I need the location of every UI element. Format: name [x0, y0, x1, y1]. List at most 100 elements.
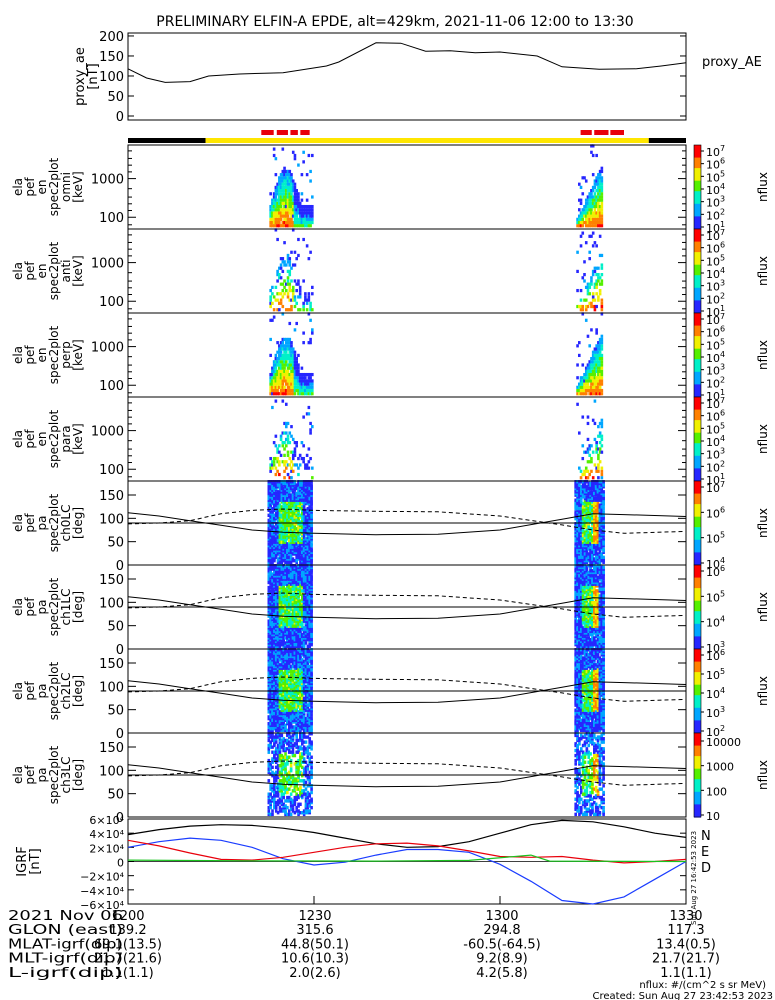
y-axis-label-line: ela: [11, 514, 25, 532]
spectrogram-cell: [595, 392, 598, 396]
spectrogram-cell: [293, 564, 297, 568]
spectrogram-cell: [297, 575, 300, 580]
colorbar-swatch: [694, 447, 701, 451]
y-axis-label-line: ela: [11, 178, 25, 196]
spectrogram-cell: [284, 224, 288, 228]
spectrogram-cell: [600, 189, 604, 193]
spectrogram-cell: [283, 441, 286, 445]
spectrogram-cell: [576, 344, 579, 348]
colorbar-swatch: [694, 373, 701, 377]
spectrogram-cell: [581, 382, 585, 386]
spectrogram-cell: [304, 590, 308, 595]
spectrogram-cell: [586, 379, 590, 383]
spectrogram-cell: [278, 369, 281, 373]
colorbar-swatch: [694, 334, 701, 337]
spectrogram-cell: [291, 564, 295, 568]
spectrogram-cell: [598, 369, 602, 373]
colorbar-swatch: [694, 380, 701, 383]
spectrogram-cell: [269, 318, 272, 322]
spectrogram-cell: [306, 636, 310, 640]
spectrogram-cell: [298, 376, 302, 380]
spectrogram-cell: [286, 185, 290, 190]
spectrogram-cell: [295, 288, 298, 293]
spectrogram-cell: [310, 582, 313, 586]
spectrogram-cell: [593, 298, 597, 302]
spectrogram-cell: [293, 480, 297, 484]
spectrogram-cell: [286, 169, 290, 174]
spectrogram-cell: [269, 372, 272, 377]
spectrogram-cell: [267, 480, 271, 484]
spectrogram-cell: [593, 269, 597, 274]
spectrogram-cell: [288, 379, 292, 383]
spectrogram-cell: [284, 357, 288, 361]
spectrogram-cell: [293, 450, 297, 454]
colorbar-swatch: [694, 548, 701, 551]
spectrogram-cells: [269, 228, 604, 312]
spectrogram-cell: [585, 604, 589, 608]
spectrogram-cell: [597, 463, 600, 467]
spectrogram-cell: [299, 491, 302, 496]
y-tick-label: 200: [99, 30, 124, 45]
colorbar-swatch: [694, 182, 701, 186]
spectrogram-cell: [595, 204, 598, 209]
spectrogram-cell: [595, 195, 598, 199]
spectrogram-cell: [269, 385, 272, 389]
spectrogram-cell: [305, 372, 309, 377]
spectrogram-cell: [305, 388, 309, 393]
spectrogram-cell: [302, 589, 306, 593]
spectrogram-cell: [291, 357, 295, 361]
spectrogram-cell: [600, 382, 604, 386]
spectrogram-cell: [583, 388, 586, 393]
spectrogram-cell: [290, 350, 293, 354]
spectrogram-cell: [299, 574, 302, 578]
colorbar-swatch: [694, 483, 701, 486]
spectrogram-cell: [288, 321, 292, 326]
spectrogram-cell: [597, 295, 600, 299]
spectrogram-cell: [600, 369, 604, 373]
spectrogram-cell: [269, 469, 272, 473]
spectrogram-cell: [272, 456, 276, 461]
y-tick-label: 100: [99, 379, 124, 394]
colorbar-swatch: [694, 331, 701, 335]
spectrogram-cell: [584, 376, 588, 380]
spectrogram-cell: [586, 421, 590, 426]
spectrogram-cell: [298, 201, 302, 205]
spectrogram-cell: [274, 564, 278, 568]
spectrogram-cell: [574, 522, 577, 526]
spectrogram-cell: [600, 169, 604, 174]
spectrogram-cell: [278, 444, 281, 448]
spectrogram-cell: [579, 515, 583, 519]
spectrogram-cell: [590, 388, 593, 393]
spectrogram-cell: [288, 182, 292, 186]
spectrogram-cell: [307, 341, 311, 345]
spectrogram-cell: [269, 192, 272, 196]
spectrogram-cell: [291, 469, 295, 473]
spectrogram-cell: [267, 518, 271, 523]
spectrogram-cell: [597, 182, 600, 186]
spectrogram-cell: [288, 372, 292, 377]
spectrogram-cell: [307, 372, 311, 377]
spectrogram-cell: [288, 173, 292, 177]
spectrogram-cell: [293, 189, 297, 193]
spectrogram-cell: [586, 304, 590, 309]
spectrogram-cell: [598, 460, 602, 464]
spectrogram-cell: [595, 282, 598, 286]
spectrogram-cell: [278, 301, 281, 305]
spectrogram-cell: [600, 388, 604, 393]
spectrogram-cell: [311, 466, 314, 470]
spectrogram-cell: [271, 558, 274, 563]
spectrogram-cell: [276, 376, 279, 380]
spectrogram-cell: [304, 292, 307, 296]
spectrogram-cell: [279, 266, 283, 270]
spectrogram-cell: [597, 372, 600, 377]
spectrogram-cell: [272, 147, 276, 151]
spectrogram-cell: [293, 360, 297, 364]
spectrogram-cell: [588, 204, 592, 209]
status-bar-segment: [128, 138, 206, 143]
spectrogram-cell: [297, 198, 300, 202]
spectrogram-cell: [281, 260, 285, 264]
spectrogram-cell: [291, 597, 295, 602]
spectrogram-cell: [593, 496, 596, 501]
spectrogram-cell: [290, 344, 293, 348]
colorbar-swatch: [694, 176, 701, 180]
